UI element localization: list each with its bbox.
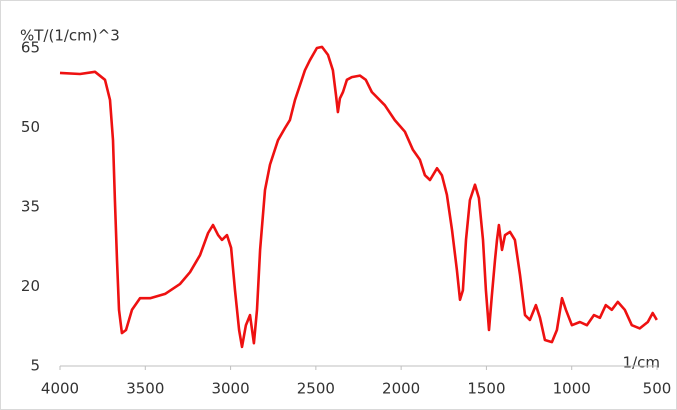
x-tick-label: 3000 — [211, 380, 249, 398]
y-tick-label: 5 — [30, 357, 40, 375]
y-tick-label: 65 — [21, 39, 40, 57]
x-tick-label: 2500 — [297, 380, 335, 398]
y-axis-label: %T/(1/cm)^3 — [20, 27, 120, 45]
y-tick-label: 20 — [21, 277, 40, 295]
y-tick-label: 35 — [21, 198, 40, 216]
x-tick-label: 2000 — [382, 380, 420, 398]
spectrum-line — [59, 45, 658, 349]
x-tick-label: 1500 — [467, 380, 505, 398]
x-tick-label: 1000 — [553, 380, 591, 398]
x-tick-label: 500 — [643, 380, 672, 398]
y-tick-label: 50 — [21, 118, 40, 136]
x-tick-label: 4000 — [41, 380, 79, 398]
x-tick-label: 3500 — [126, 380, 164, 398]
x-axis-label: 1/cm — [623, 354, 660, 372]
